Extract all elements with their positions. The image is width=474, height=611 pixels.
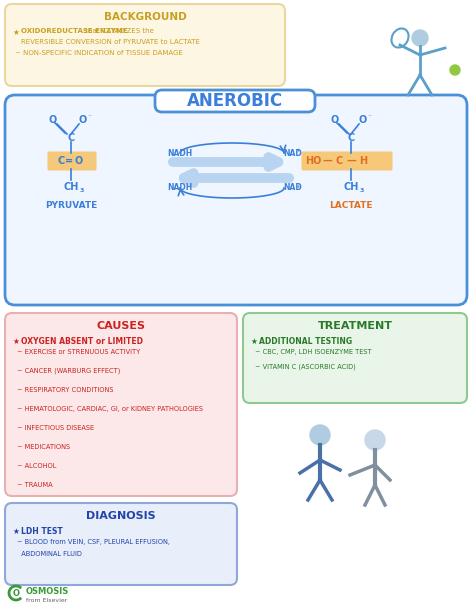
Text: NAD: NAD (283, 183, 302, 192)
Text: ★: ★ (13, 527, 22, 536)
Text: ~ BLOOD from VEIN, CSF, PLEURAL EFFUSION,: ~ BLOOD from VEIN, CSF, PLEURAL EFFUSION… (17, 539, 170, 545)
FancyBboxPatch shape (243, 313, 467, 403)
Circle shape (450, 65, 460, 75)
Text: CH: CH (343, 182, 359, 192)
Text: BACKGROUND: BACKGROUND (104, 12, 186, 22)
Text: ABDOMINAL FLUID: ABDOMINAL FLUID (17, 551, 82, 557)
Text: ~ INFECTIOUS DISEASE: ~ INFECTIOUS DISEASE (17, 425, 94, 431)
FancyBboxPatch shape (5, 95, 467, 305)
FancyBboxPatch shape (47, 152, 97, 170)
Text: OSMOSIS: OSMOSIS (26, 587, 69, 596)
Text: ~ RESPIRATORY CONDITIONS: ~ RESPIRATORY CONDITIONS (17, 387, 113, 393)
Text: HO: HO (305, 156, 321, 166)
Text: ~ EXERCISE or STRENUOUS ACTIVITY: ~ EXERCISE or STRENUOUS ACTIVITY (17, 349, 140, 355)
Circle shape (310, 425, 330, 445)
FancyBboxPatch shape (5, 503, 237, 585)
Text: O: O (49, 115, 57, 125)
Text: C: C (347, 133, 355, 143)
Text: +: + (296, 183, 301, 189)
Text: —: — (346, 156, 356, 166)
Text: +: + (296, 148, 301, 153)
Text: NADH: NADH (167, 148, 192, 158)
Text: H: H (359, 156, 367, 166)
Text: CH: CH (64, 182, 79, 192)
Text: ~ TRAUMA: ~ TRAUMA (17, 482, 53, 488)
Text: CAUSES: CAUSES (97, 321, 146, 331)
Text: ★: ★ (251, 337, 260, 346)
Text: OXYGEN ABSENT or LIMITED: OXYGEN ABSENT or LIMITED (21, 337, 143, 346)
FancyBboxPatch shape (301, 152, 392, 170)
Text: O: O (75, 156, 83, 166)
Text: ADDITIONAL TESTING: ADDITIONAL TESTING (259, 337, 352, 346)
Text: ★: ★ (13, 337, 22, 346)
Text: ~ NON-SPECIFIC INDICATION of TISSUE DAMAGE: ~ NON-SPECIFIC INDICATION of TISSUE DAMA… (15, 50, 183, 56)
Text: C: C (67, 133, 74, 143)
Text: from Elsevier: from Elsevier (26, 598, 67, 602)
FancyArrowPatch shape (183, 173, 289, 183)
Text: —: — (322, 156, 332, 166)
Text: LACTATE: LACTATE (329, 202, 373, 211)
Text: ~ MEDICATIONS: ~ MEDICATIONS (17, 444, 70, 450)
Circle shape (365, 430, 385, 450)
Circle shape (412, 30, 428, 46)
FancyBboxPatch shape (5, 313, 237, 496)
Text: ~ VITAMIN C (ASCORBIC ACID): ~ VITAMIN C (ASCORBIC ACID) (255, 363, 356, 370)
Text: that CATALYZES the: that CATALYZES the (83, 28, 154, 34)
Text: REVERSIBLE CONVERSION of PYRUVATE to LACTATE: REVERSIBLE CONVERSION of PYRUVATE to LAC… (21, 39, 200, 45)
Text: TREATMENT: TREATMENT (318, 321, 392, 331)
Text: C: C (57, 156, 64, 166)
Text: ~ CANCER (WARBURG EFFECT): ~ CANCER (WARBURG EFFECT) (17, 368, 120, 375)
FancyBboxPatch shape (5, 4, 285, 86)
Text: ~ CBC, CMP, LDH ISOENZYME TEST: ~ CBC, CMP, LDH ISOENZYME TEST (255, 349, 372, 355)
Text: ★: ★ (13, 28, 22, 37)
Text: LDH TEST: LDH TEST (21, 527, 63, 536)
Text: OXIDOREDUCTASE ENZYME: OXIDOREDUCTASE ENZYME (21, 28, 128, 34)
Text: 3: 3 (80, 188, 84, 192)
Text: ⁻: ⁻ (87, 114, 91, 120)
Text: O: O (331, 115, 339, 125)
Text: NAD: NAD (283, 148, 302, 158)
FancyArrowPatch shape (173, 157, 278, 167)
Text: ANEROBIC: ANEROBIC (187, 92, 283, 110)
Text: PYRUVATE: PYRUVATE (45, 202, 97, 211)
Text: O: O (79, 115, 87, 125)
Text: C: C (336, 156, 343, 166)
Text: O: O (12, 588, 19, 598)
Text: 3: 3 (360, 188, 364, 192)
Text: O: O (359, 115, 367, 125)
Text: DIAGNOSIS: DIAGNOSIS (86, 511, 156, 521)
Text: ~ ALCOHOL: ~ ALCOHOL (17, 463, 56, 469)
FancyBboxPatch shape (155, 90, 315, 112)
Text: ⁻: ⁻ (367, 114, 371, 120)
Text: ~ HEMATOLOGIC, CARDIAC, GI, or KIDNEY PATHOLOGIES: ~ HEMATOLOGIC, CARDIAC, GI, or KIDNEY PA… (17, 406, 203, 412)
Text: =: = (65, 156, 73, 166)
Text: NADH: NADH (167, 183, 192, 192)
